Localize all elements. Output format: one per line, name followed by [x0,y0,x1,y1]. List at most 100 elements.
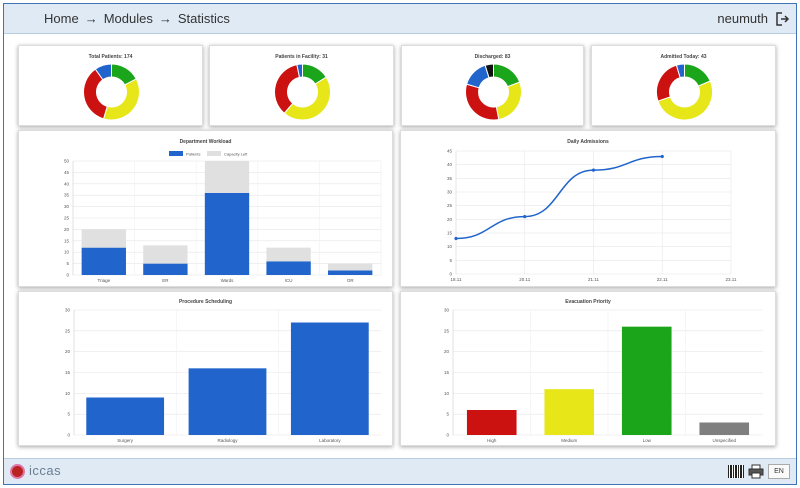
donut-chart [83,63,140,121]
bar [266,247,311,262]
donut-panel-discharged: Discharged: 83 [401,45,584,126]
donut-chart [465,63,522,121]
x-tick-label: Surgery [117,438,134,443]
chart-title: Evacuation Priority [565,299,611,305]
data-point [591,168,596,172]
donut-slice [656,64,681,102]
donut-slice [484,63,494,79]
daily-admissions-chart: 0 5 10 15 20 25 30 35 40 45 18.11 20.11 21.11 22.11 23… [447,149,737,283]
x-tick-label: ER [162,278,169,283]
chart-title: Procedure Scheduling [178,299,233,305]
evacuation-priority-chart: 0 5 10 15 20 25 30 High Medium Low Unspecified [444,308,763,443]
y-tick-label: 10 [444,391,450,396]
bar [328,270,373,275]
breadcrumb-home[interactable]: Home [44,11,79,26]
y-tick-label: 20 [65,349,71,354]
printer-icon[interactable] [748,464,764,479]
y-tick-label: 15 [65,370,71,375]
donut-slice [657,80,713,121]
bar [699,422,750,435]
app-frame: Home → Modules → Statistics neumuth Tota… [3,3,797,485]
x-tick-label: 18.11 [451,277,462,282]
breadcrumb-statistics: Statistics [177,11,230,26]
bar [204,192,250,275]
y-tick-label: 15 [64,238,70,243]
x-tick-label: 22.11 [657,277,668,282]
data-point [523,215,527,219]
header-bar: Home → Modules → Statistics neumuth [4,4,796,34]
donut-slice [296,63,303,78]
y-tick-label: 5 [67,412,70,417]
x-tick-label: High [487,438,497,443]
y-tick-label: 0 [66,273,69,278]
department-workload-panel: Department Workload 0 5 10 15 20 25 30 35 40 45 50… [18,130,393,287]
y-tick-label: 0 [446,433,449,438]
y-tick-label: 5 [66,261,69,266]
x-tick-label: Wards [221,278,235,283]
donut-panel-admitted-today: Admitted Today: 43 [591,45,776,126]
procedure-scheduling-panel: Procedure Scheduling 0 5 10 15 20 25 30 Surgery… [18,291,393,446]
donut-chart [274,63,331,121]
donut-chart [656,63,713,121]
y-tick-label: 30 [65,308,71,313]
institution-seal-logo [10,464,25,479]
y-tick-label: 40 [64,181,70,186]
y-tick-label: 35 [447,176,453,181]
y-tick-label: 20 [444,349,450,354]
x-tick-label: 23.11 [726,277,737,282]
bar [290,322,369,435]
y-tick-label: 0 [449,272,452,277]
chart-title: Admitted Today: 43 [660,54,707,60]
x-tick-label: Triage [98,278,111,283]
x-tick-label: ICU [285,278,293,283]
donut-slice [495,81,522,121]
barcode-icon[interactable] [728,465,744,478]
y-tick-label: 5 [446,412,449,417]
department-workload-chart: 0 5 10 15 20 25 30 35 40 45 50 Patients Capacity Lef… [64,151,382,283]
bar [81,247,126,275]
username-label: neumuth [717,11,768,26]
donut-slice [94,63,112,81]
y-tick-label: 0 [67,433,70,438]
y-tick-label: 10 [64,250,70,255]
bar [466,410,517,435]
bar [188,368,267,435]
evacuation-priority-panel: Evacuation Priority 0 5 10 15 20 25 30 High Medi… [400,291,776,446]
data-point [454,236,458,241]
chart-title: Patients in Facility: 31 [275,54,328,60]
chart-title: Daily Admissions [567,139,609,145]
breadcrumb-separator: → [158,11,172,26]
y-tick-label: 30 [444,308,450,313]
y-tick-label: 15 [447,231,453,236]
x-tick-label: Medium [561,438,577,443]
donut-slice [102,78,140,121]
series-line [455,155,663,240]
logo-text: iccas [29,463,62,478]
legend-swatch [169,151,183,156]
logout-icon[interactable] [776,12,790,26]
bar [204,161,250,193]
x-tick-label: Radiology [217,438,238,443]
y-tick-label: 25 [64,216,70,221]
x-tick-label: Laboratory [319,438,341,443]
x-tick-label: OR [347,278,355,283]
bar [81,229,126,248]
x-tick-label: 21.11 [588,277,599,282]
donut-slice [675,63,685,79]
breadcrumb-modules[interactable]: Modules [103,11,153,26]
breadcrumb: Home → Modules → Statistics [44,11,230,26]
chart-title: Department Workload [179,139,232,145]
donut-panel-total-patients: Total Patients: 174 [18,45,203,126]
procedure-scheduling-chart: 0 5 10 15 20 25 30 Surgery Radiology Laboratory [65,308,381,443]
bar [621,326,672,435]
donut-slice [283,76,331,121]
language-selector[interactable]: EN [768,464,790,479]
x-tick-label: 20.11 [519,277,530,282]
donut-slice [466,64,490,89]
y-tick-label: 20 [64,227,70,232]
y-tick-label: 10 [447,244,453,249]
bar [143,245,188,264]
y-tick-label: 10 [65,391,71,396]
y-tick-label: 25 [65,328,71,333]
chart-title: Discharged: 83 [474,54,511,60]
